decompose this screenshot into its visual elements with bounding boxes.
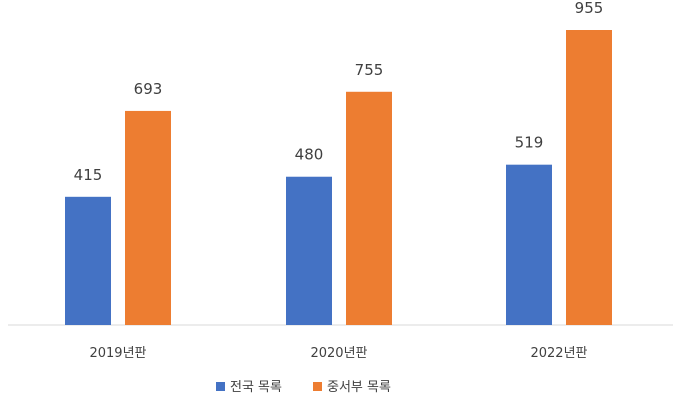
legend-swatch-1 [216,382,225,391]
bar-series2-2 [346,91,392,325]
value-label-group: 415 480 519 693 755 955 [74,0,604,184]
category-label-group: 2019년판 2020년판 2022년판 [89,346,587,361]
value-label-series1-2: 480 [295,146,324,164]
value-label-series2-2: 755 [355,61,384,79]
bar-series2-1 [125,110,171,325]
value-label-series1-1: 415 [74,166,103,184]
value-label-series2-3: 955 [575,0,604,17]
bar-series1-2 [286,176,332,325]
category-label-1: 2019년판 [89,346,146,361]
legend: 전국 목록 중서부 목록 [216,380,391,395]
bar-group [65,30,612,326]
category-label-2: 2020년판 [310,346,367,361]
bar-series1-1 [65,196,111,325]
legend-label-1: 전국 목록 [230,380,282,395]
legend-label-2: 중서부 목록 [327,380,391,395]
value-label-series1-3: 519 [515,134,544,152]
value-label-series2-1: 693 [134,80,163,98]
category-label-3: 2022년판 [530,346,587,361]
legend-swatch-2 [313,382,322,391]
bar-series2-3 [566,30,612,326]
bar-series1-3 [506,164,552,325]
